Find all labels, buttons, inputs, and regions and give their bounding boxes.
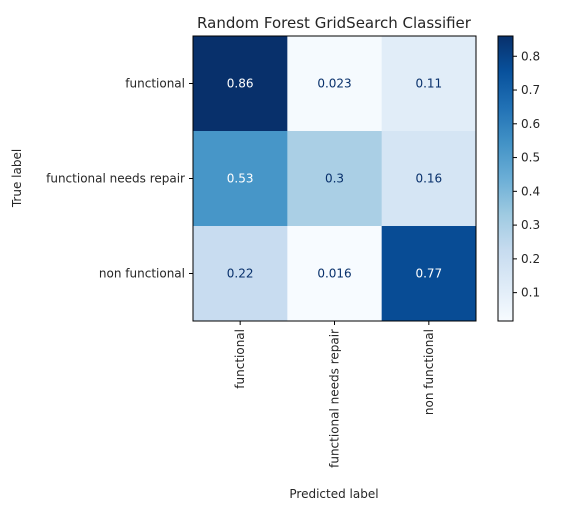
colorbar-tick-label: 0.1 (521, 286, 540, 300)
cell-value-label: 0.86 (227, 77, 254, 91)
x-tick-label: non functional (422, 329, 436, 415)
heatmap-cell (287, 36, 383, 132)
colorbar (497, 35, 514, 322)
cell-value-label: 0.77 (415, 267, 442, 281)
chart-title: Random Forest GridSearch Classifier (197, 14, 472, 32)
heatmap-cell (381, 36, 477, 132)
heatmap-cell (287, 226, 383, 322)
y-tick-label: non functional (99, 267, 185, 281)
cell-value-label: 0.53 (227, 172, 254, 186)
x-axis-ticks: functional functional needs repair non fun… (233, 321, 436, 468)
cell-value-label: 0.22 (227, 267, 254, 281)
x-tick-label: functional (233, 329, 247, 389)
y-tick-label: functional needs repair (46, 172, 185, 186)
heatmap-cell (381, 226, 477, 322)
heatmap-cell (381, 131, 477, 227)
heatmap-value-labels: 0.86 0.023 0.11 0.53 0.3 0.16 0.22 0.016 0.77 (227, 77, 442, 281)
heatmap-cells (193, 36, 477, 322)
y-axis-ticks: functional functional needs repair non fun… (46, 77, 193, 281)
colorbar-tick-label: 0.3 (521, 218, 540, 232)
cell-value-label: 0.3 (325, 172, 344, 186)
heatmap-cell (287, 131, 383, 227)
colorbar-tick-label: 0.5 (521, 151, 540, 165)
colorbar-tick-label: 0.6 (521, 117, 540, 131)
heatmap-cell (193, 36, 288, 132)
heatmap-cell (193, 131, 288, 227)
cell-value-label: 0.16 (415, 172, 442, 186)
cell-value-label: 0.023 (317, 77, 351, 91)
y-axis-label: True label (10, 149, 24, 208)
colorbar-tick-label: 0.8 (521, 49, 540, 63)
colorbar-tick-label: 0.2 (521, 252, 540, 266)
cell-value-label: 0.016 (317, 267, 351, 281)
x-axis-label: Predicted label (289, 487, 378, 501)
heatmap-cell (193, 226, 288, 322)
colorbar-ticks: 0.1 0.2 0.3 0.4 0.5 0.6 0.7 0.8 (513, 49, 540, 300)
y-tick-label: functional (125, 77, 185, 91)
colorbar-tick-label: 0.4 (521, 184, 540, 198)
colorbar-tick-label: 0.7 (521, 83, 540, 97)
x-tick-label: functional needs repair (328, 329, 342, 468)
cell-value-label: 0.11 (415, 77, 442, 91)
